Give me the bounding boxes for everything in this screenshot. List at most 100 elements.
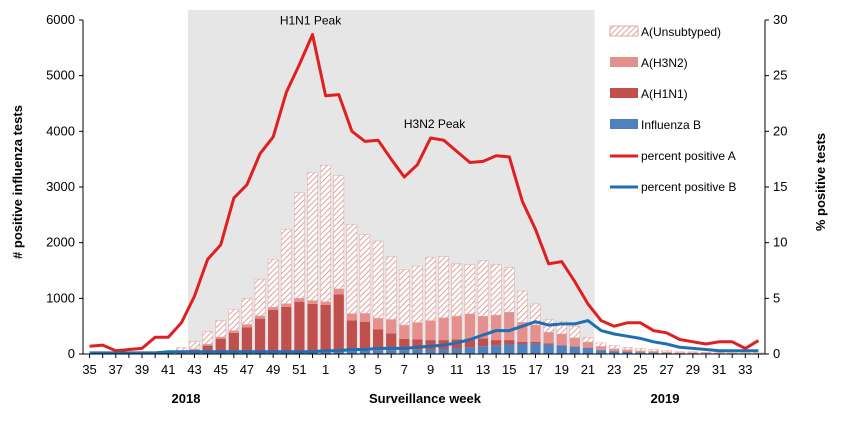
bar-a-h3n2-wk26	[648, 351, 659, 353]
bar-a-h3n2-wk47	[241, 324, 253, 328]
bar-a-h1n1-wk47	[241, 327, 253, 353]
bar-influenza-b-wk3	[346, 350, 357, 354]
bar-a-h3n2-wk7	[399, 325, 410, 339]
bar-a-unsubtyped-wk14	[490, 264, 502, 316]
legend-swatch-influenza-b	[610, 119, 638, 129]
x-tick-label: 13	[476, 362, 490, 377]
bar-a-h1n1-wk6	[386, 333, 397, 351]
x-tick-label: 45	[213, 362, 227, 377]
bar-a-h1n1-wk8	[412, 339, 423, 350]
bar-a-h1n1-wk52	[307, 303, 318, 352]
y2-tick-label: 15	[773, 179, 787, 194]
bar-a-unsubtyped-wk3	[346, 224, 358, 314]
bar-a-h3n2-wk45	[215, 337, 226, 339]
bar-a-unsubtyped-wk46	[228, 309, 240, 331]
y2-tick-label: 25	[773, 68, 787, 83]
bar-a-unsubtyped-wk44	[202, 331, 213, 345]
bar-a-h3n2-wk27	[661, 351, 672, 353]
bar-a-h3n2-wk16	[517, 322, 528, 342]
y2-tick-label: 30	[773, 12, 787, 27]
season-label-2019: 2019	[651, 391, 680, 406]
bar-a-h1n1-wk44	[202, 345, 213, 353]
bar-a-h1n1-wk50	[281, 306, 292, 352]
bar-a-h3n2-wk4	[359, 313, 371, 322]
bar-a-h1n1-wk15	[504, 340, 515, 345]
line-percent-positive-b	[89, 319, 759, 355]
x-tick-label: 7	[401, 362, 408, 377]
bar-a-h3n2-wk1	[320, 301, 331, 306]
bar-a-h3n2-wk9	[425, 320, 436, 341]
x-tick-label: 11	[450, 362, 464, 377]
x-tick-label: 23	[607, 362, 621, 377]
bar-a-unsubtyped-wk13	[477, 260, 489, 317]
x-tick-label: 31	[712, 362, 726, 377]
bar-a-unsubtyped-wk23	[608, 345, 620, 349]
legend-label-influenza-b: Influenza B	[641, 118, 701, 132]
bar-influenza-b-wk13	[477, 346, 489, 354]
bar-a-unsubtyped-wk49	[267, 259, 279, 308]
bar-a-unsubtyped-wk28	[674, 351, 686, 353]
bar-a-unsubtyped-wk43	[189, 341, 200, 350]
y-tick-label: 4000	[46, 123, 75, 138]
x-tick-label: 1	[322, 362, 329, 377]
x-tick-label: 39	[135, 362, 149, 377]
y-tick-label: 5000	[46, 68, 75, 83]
bar-influenza-b-wk21	[582, 347, 594, 354]
season-label-2018: 2018	[172, 391, 201, 406]
bar-a-h3n2-wk11	[451, 316, 462, 340]
bar-a-h3n2-wk19	[556, 333, 567, 346]
bar-influenza-b-wk19	[556, 345, 567, 354]
bar-a-unsubtyped-wk5	[372, 240, 384, 319]
bar-a-h1n1-wk49	[268, 310, 279, 352]
bar-influenza-b-wk8	[412, 349, 423, 354]
annotation-h1n1-peak: H1N1 Peak	[280, 13, 342, 27]
line-percent-positive-a	[89, 33, 760, 353]
bar-a-unsubtyped-wk50	[280, 229, 292, 304]
x-tick-label: 19	[554, 362, 568, 377]
x-tick-label: 51	[292, 362, 306, 377]
x-tick-label: 43	[187, 362, 201, 377]
bar-influenza-b-wk27	[661, 352, 672, 354]
legend-label-a-unsubtyped: A(Unsubtyped)	[641, 25, 721, 39]
x-tick-label: 37	[109, 362, 123, 377]
bar-a-unsubtyped-wk20	[569, 325, 581, 339]
x-tick-label: 3	[348, 362, 355, 377]
bar-influenza-b-wk7	[399, 350, 410, 354]
bar-a-h3n2-wk8	[412, 322, 423, 340]
bar-a-unsubtyped-wk30	[700, 352, 712, 354]
bar-a-h3n2-wk28	[674, 352, 685, 354]
bar-a-h3n2-wk23	[609, 348, 620, 351]
bar-a-h1n1-wk2	[333, 294, 344, 352]
x-tick-label: 25	[633, 362, 647, 377]
bar-a-h3n2-wk12	[464, 313, 476, 339]
bar-a-unsubtyped-wk9	[425, 256, 436, 321]
y-tick-label: 2000	[46, 235, 75, 250]
bar-a-h3n2-wk13	[477, 316, 489, 339]
bar-a-h3n2-wk30	[700, 352, 712, 354]
bar-a-h1n1-wk13	[477, 338, 489, 347]
bar-a-h1n1-wk46	[228, 332, 239, 353]
bar-influenza-b-wk12	[464, 347, 476, 354]
bar-a-unsubtyped-wk15	[503, 267, 515, 313]
bar-a-h1n1-wk7	[399, 338, 410, 351]
y-tick-label: 1000	[46, 290, 75, 305]
bar-a-unsubtyped-wk45	[215, 320, 227, 338]
legend-label-a-h1n1: A(H1N1)	[641, 87, 688, 101]
bar-a-h3n2-wk25	[635, 350, 646, 353]
bar-a-h3n2-wk52	[307, 300, 318, 304]
y-tick-label: 6000	[46, 12, 75, 27]
bar-a-h3n2-wk14	[491, 315, 502, 341]
bar-influenza-b-wk22	[595, 350, 607, 354]
bar-a-h1n1-wk48	[254, 318, 266, 353]
legend-label-a-h3n2: A(H3N2)	[641, 56, 688, 70]
bar-a-h1n1-wk45	[215, 338, 226, 353]
annotation-h3n2-peak: H3N2 Peak	[404, 117, 466, 131]
bar-a-h3n2-wk3	[346, 313, 357, 321]
bar-influenza-b-wk23	[609, 351, 620, 354]
bar-a-unsubtyped-wk24	[621, 347, 633, 351]
bar-a-h3n2-wk20	[569, 337, 580, 347]
x-tick-label: 33	[738, 362, 752, 377]
bar-a-unsubtyped-wk51	[294, 192, 305, 299]
bar-a-unsubtyped-wk17	[530, 303, 541, 326]
x-tick-label: 29	[686, 362, 700, 377]
